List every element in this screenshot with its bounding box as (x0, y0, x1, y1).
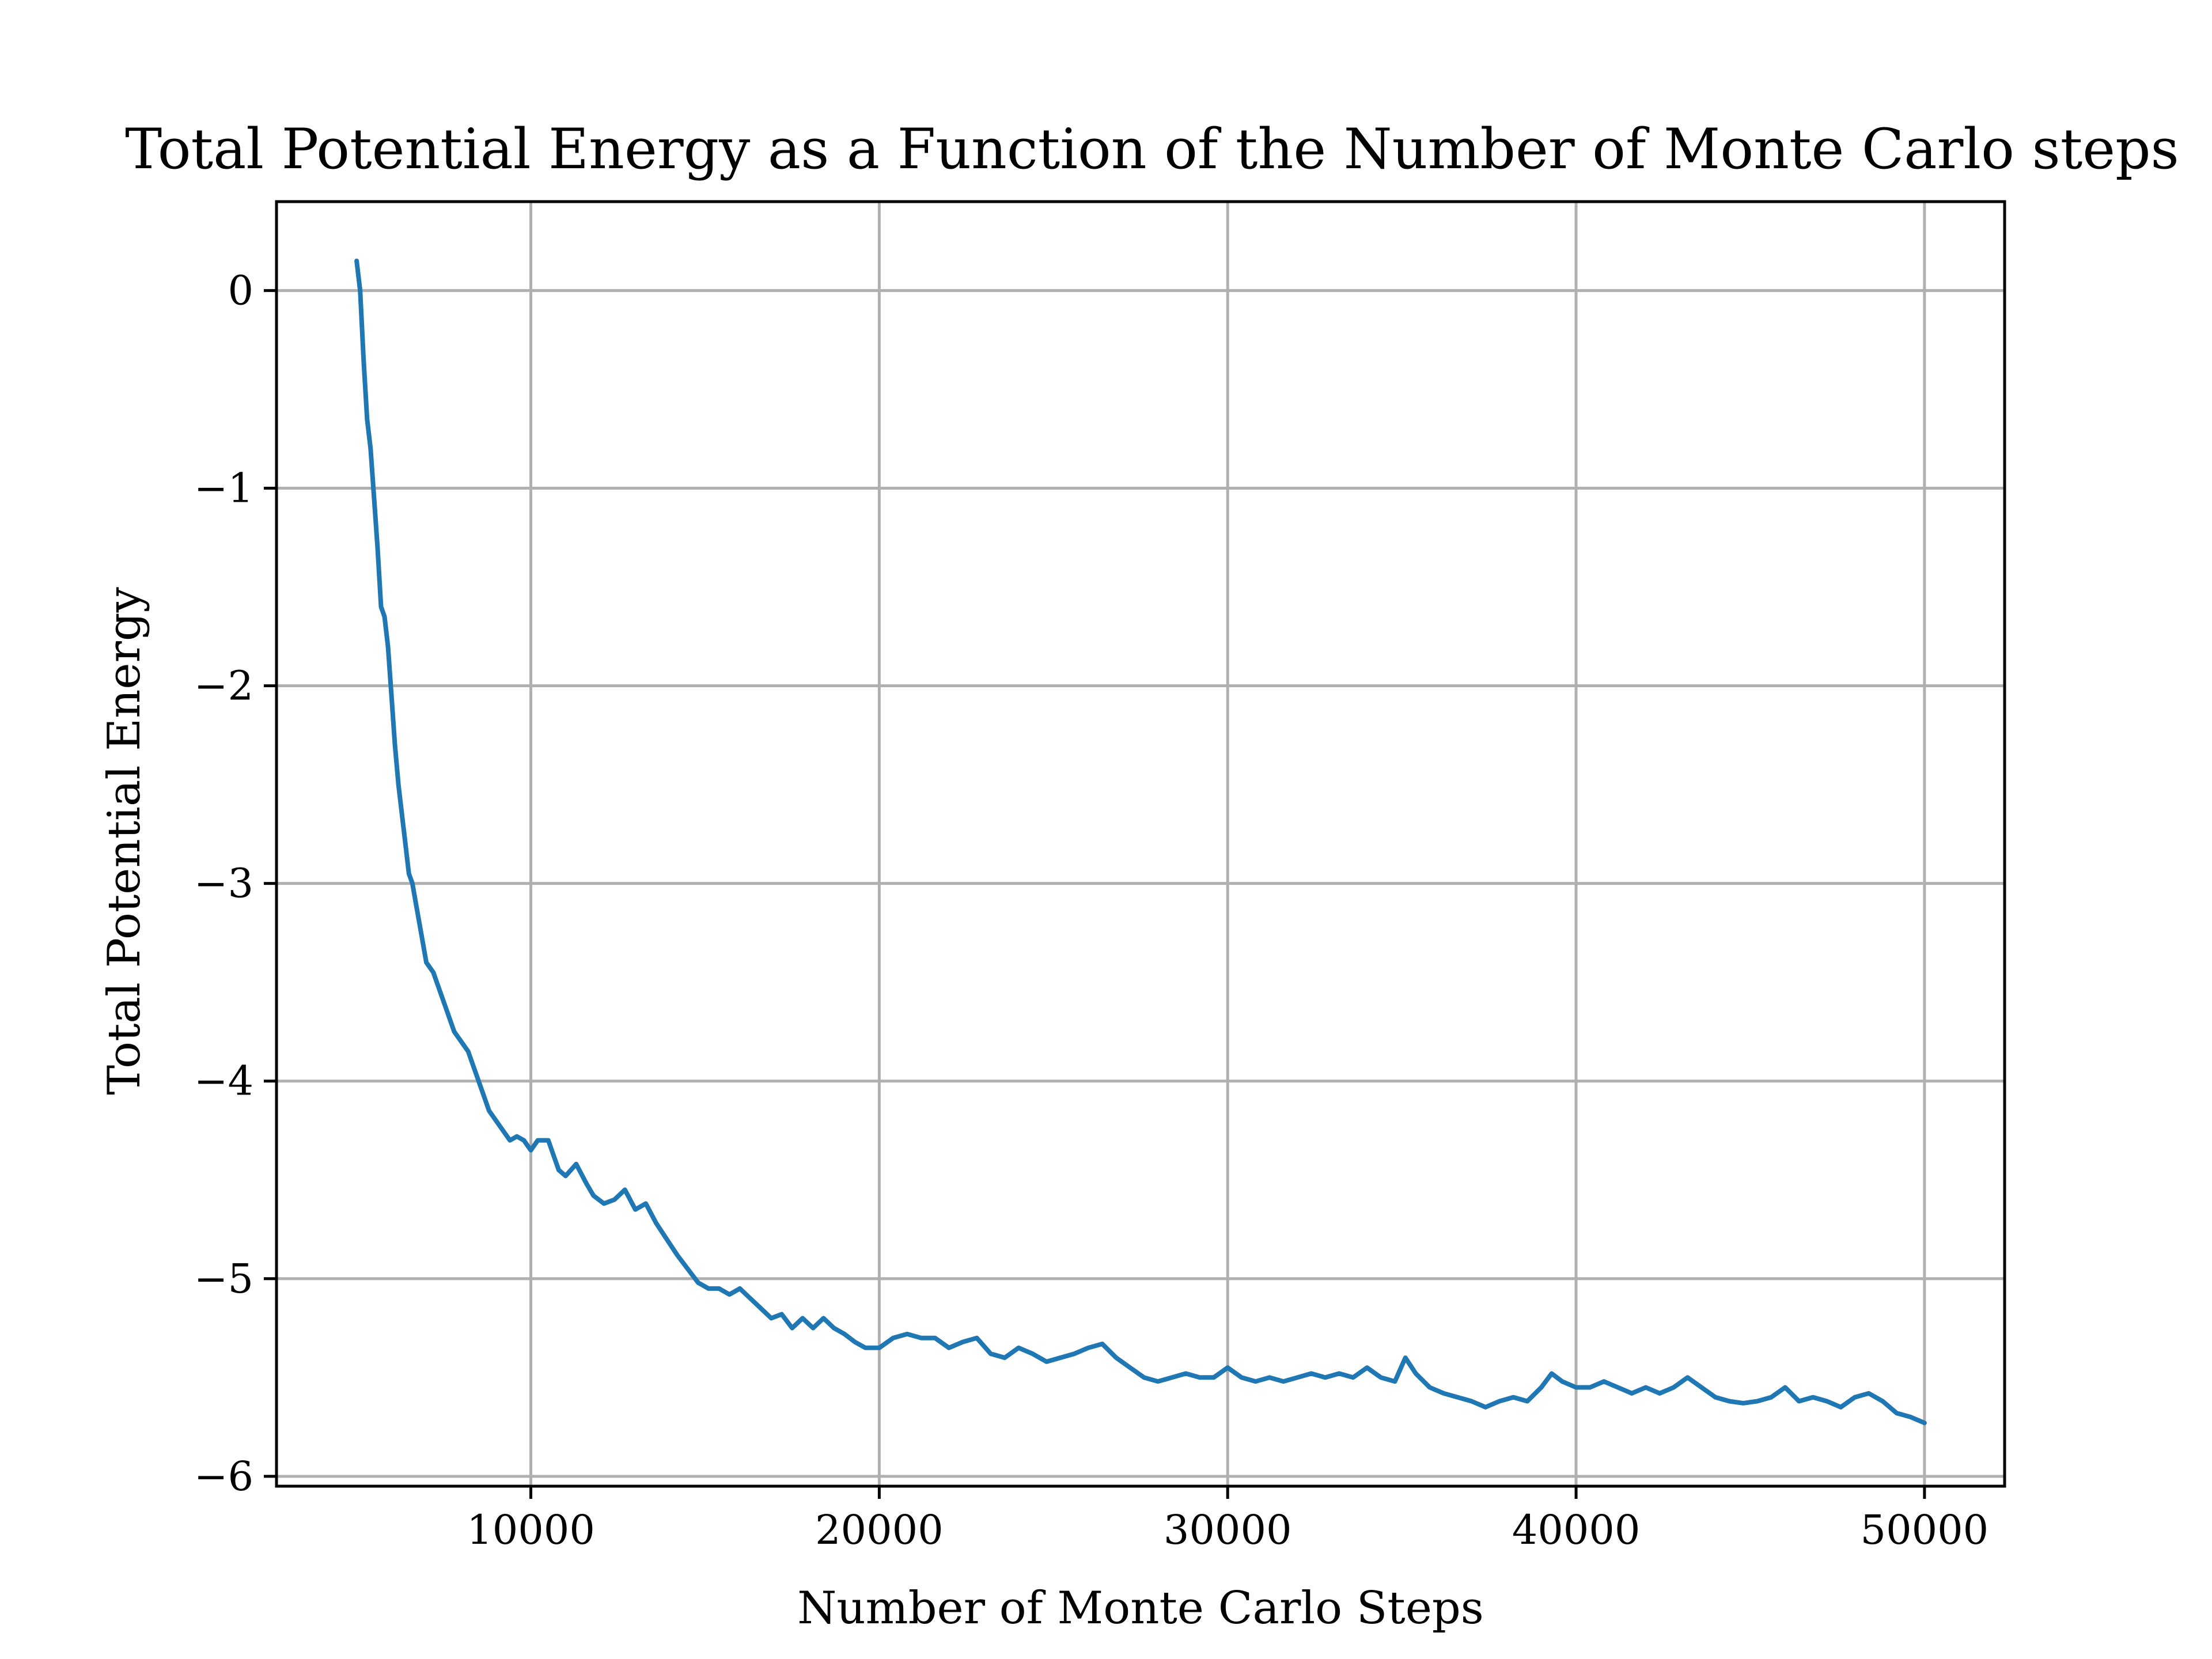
x-tick-label: 10000 (467, 1506, 595, 1554)
y-axis-label: Total Potential Energy (99, 587, 150, 1095)
y-tick-label: −5 (194, 1255, 253, 1302)
x-tick-label: 30000 (1164, 1506, 1292, 1554)
plot-area-frame (275, 200, 2006, 1488)
y-tick-label: −1 (194, 464, 253, 512)
x-tick-label: 50000 (1861, 1506, 1989, 1554)
x-axis: 10000 20000 30000 40000 50000 (467, 1486, 1988, 1554)
y-tick-label: −6 (194, 1453, 253, 1500)
y-tick-label: −2 (194, 662, 253, 710)
grid (276, 202, 2005, 1486)
y-tick-label: −4 (194, 1058, 253, 1105)
chart-title: Total Potential Energy as a Function of … (125, 117, 2179, 181)
y-tick-label: −3 (194, 860, 253, 907)
x-axis-label: Number of Monte Carlo Steps (797, 1582, 1484, 1634)
y-axis: 0 −1 −2 −3 −4 −5 −6 (194, 267, 276, 1500)
x-tick-label: 40000 (1512, 1506, 1641, 1554)
x-tick-label: 20000 (815, 1506, 944, 1554)
y-tick-label: 0 (228, 267, 253, 314)
series-line (354, 258, 1927, 1426)
series-layer (354, 258, 1927, 1426)
